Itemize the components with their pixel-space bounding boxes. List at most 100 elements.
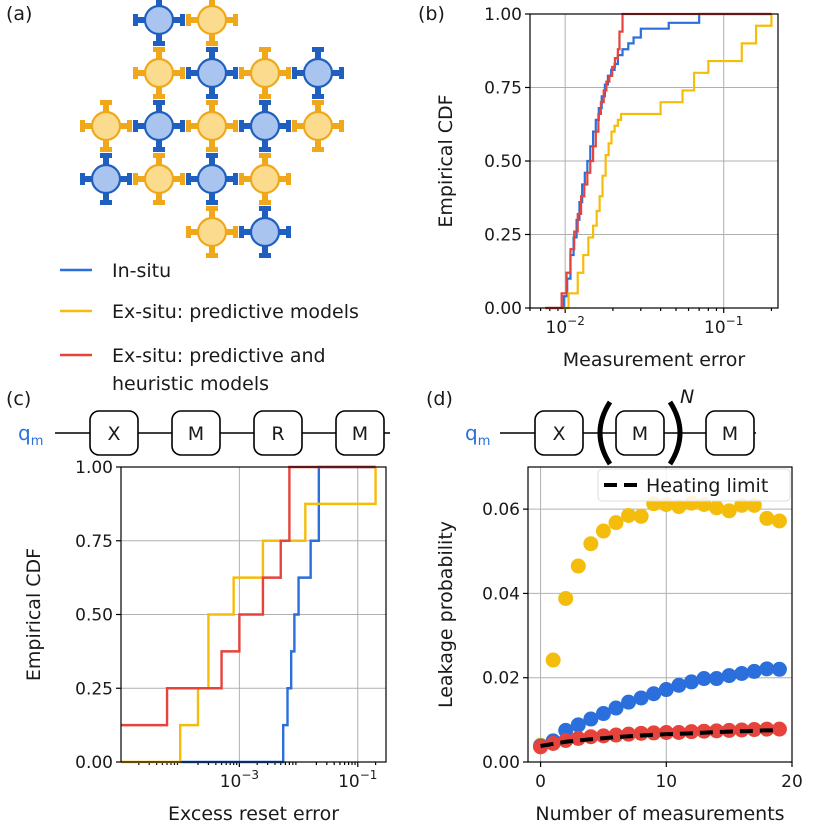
- y-tick-label: 0.75: [484, 79, 522, 99]
- point-ex_situ_pred: [771, 513, 787, 529]
- coupler-pad-top: [206, 47, 218, 52]
- scatter-points: [533, 495, 787, 755]
- point-in_situ: [658, 682, 674, 698]
- coupler-pad-top: [206, 100, 218, 105]
- y-tick-label: 0.75: [75, 532, 113, 552]
- point-ex_situ_pred_heur: [671, 725, 687, 740]
- qubit-orange-1: [186, 0, 238, 46]
- coupler-pad-left: [239, 226, 244, 238]
- point-in_situ: [771, 661, 787, 677]
- qubit-body: [249, 216, 281, 248]
- point-in_situ: [595, 706, 611, 722]
- circuit-diagram-c: qm X M R M: [18, 410, 390, 456]
- chart-d-leakage-probability: 0.00 0.02 0.04 0.06 0 10 20 Number of measureme…: [435, 466, 803, 825]
- coupler-pad-top: [153, 153, 165, 158]
- panel-label-d: (d): [426, 388, 453, 410]
- coupler-pad-right: [180, 173, 185, 185]
- coupler-pad-top: [312, 100, 324, 105]
- gate-m-repeat-d-label: M: [632, 423, 648, 445]
- coupler-pad-bottom: [259, 147, 271, 152]
- legend-label-heating-limit: Heating limit: [646, 475, 768, 497]
- coupler-pad-bottom: [100, 147, 112, 152]
- cdf-line-ex_situ_pred: [121, 467, 377, 764]
- y-tick-label: 0.00: [484, 299, 522, 319]
- point-ex_situ_pred: [595, 523, 611, 539]
- point-ex_situ_pred: [671, 499, 687, 515]
- coupler-pad-top: [259, 153, 271, 158]
- legend-label-in-situ: In-situ: [112, 260, 171, 282]
- point-ex_situ_pred: [558, 590, 574, 606]
- coupler-pad-top: [100, 100, 112, 105]
- coupler-pad-right: [233, 226, 238, 238]
- y-tick-label: 1.00: [484, 5, 522, 25]
- x-tick-label: 10: [655, 772, 677, 792]
- coupler-pad-right: [233, 173, 238, 185]
- point-ex_situ_pred: [570, 558, 586, 574]
- legend-label-ex-situ-predictive-heuristic-2: heuristic models: [112, 373, 269, 395]
- gate-x-d-label: X: [552, 423, 565, 445]
- gate-r-c: [253, 410, 303, 456]
- chart-d-legend: Heating limit: [597, 468, 791, 502]
- gate-r-c-label: R: [271, 423, 284, 445]
- coupler-pad-right: [180, 14, 185, 26]
- coupler-pad-bottom: [153, 41, 165, 46]
- panel-label-c: (c): [6, 388, 31, 410]
- coupler-pad-bottom: [312, 147, 324, 152]
- gate-m-repeat-d: [615, 410, 665, 456]
- coupler-pad-right: [286, 67, 291, 79]
- qubit-lattice: [80, 0, 344, 258]
- qubit-orange-15: [186, 206, 238, 258]
- coupler-pad-left: [239, 67, 244, 79]
- qubit-orange-4: [239, 47, 291, 99]
- gate-x-c: [89, 410, 139, 456]
- qubit-orange-2: [133, 47, 185, 99]
- coupler-pad-left: [186, 173, 191, 185]
- qubit-orange-8: [186, 100, 238, 152]
- qubit-body: [302, 57, 334, 89]
- qubit-blue-11: [80, 153, 132, 205]
- qubit-blue-3: [186, 47, 238, 99]
- qubit-body: [196, 110, 228, 142]
- heating-limit-line: [540, 728, 780, 748]
- gate-m1-c-label: M: [188, 423, 204, 445]
- point-ex_situ_pred: [709, 500, 725, 516]
- coupler-pad-top: [153, 47, 165, 52]
- coupler-pad-left: [80, 120, 85, 132]
- x-tick-label: 10−1: [338, 768, 377, 792]
- coupler-pad-top: [206, 153, 218, 158]
- point-in_situ: [646, 686, 662, 702]
- point-ex_situ_pred_heur: [771, 721, 787, 737]
- y-tick-label: 0.00: [75, 753, 113, 773]
- cdf-line-ex_situ_pred: [545, 14, 773, 310]
- coupler-pad-left: [133, 120, 138, 132]
- point-in_situ: [683, 674, 699, 690]
- x-axis-label: Number of measurements: [535, 803, 784, 825]
- point-ex_situ_pred: [583, 536, 599, 552]
- y-tick-label: 0.04: [482, 584, 520, 604]
- y-axis-label: Empirical CDF: [23, 548, 45, 681]
- qubit-blue-5: [292, 47, 344, 99]
- coupler-pad-bottom: [312, 94, 324, 99]
- plot-frame: [529, 13, 779, 309]
- tick-base: 10: [338, 772, 360, 792]
- x-axis-label: Measurement error: [563, 349, 746, 371]
- y-tick-label: 0.25: [75, 679, 113, 699]
- coupler-pad-top: [100, 153, 112, 158]
- y-axis-label: Empirical CDF: [435, 94, 457, 227]
- coupler-pad-left: [80, 173, 85, 185]
- qubit-body: [196, 57, 228, 89]
- qubit-orange-10: [292, 100, 344, 152]
- coupler-pad-right: [180, 67, 185, 79]
- coupler-pad-top: [312, 47, 324, 52]
- plot-frame: [120, 466, 387, 763]
- point-ex_situ_pred: [721, 503, 737, 519]
- qubit-body: [249, 163, 281, 195]
- point-ex_situ_pred: [621, 507, 637, 523]
- legend: In-situ Ex-situ: predictive models Ex-si…: [60, 260, 359, 395]
- coupler-pad-top: [206, 206, 218, 211]
- y-tick-label: 0.02: [482, 669, 520, 689]
- gate-m2-c: [335, 410, 385, 456]
- coupler-pad-right: [233, 14, 238, 26]
- repeat-exponent: N: [680, 386, 694, 408]
- tick-base: 10: [704, 318, 726, 338]
